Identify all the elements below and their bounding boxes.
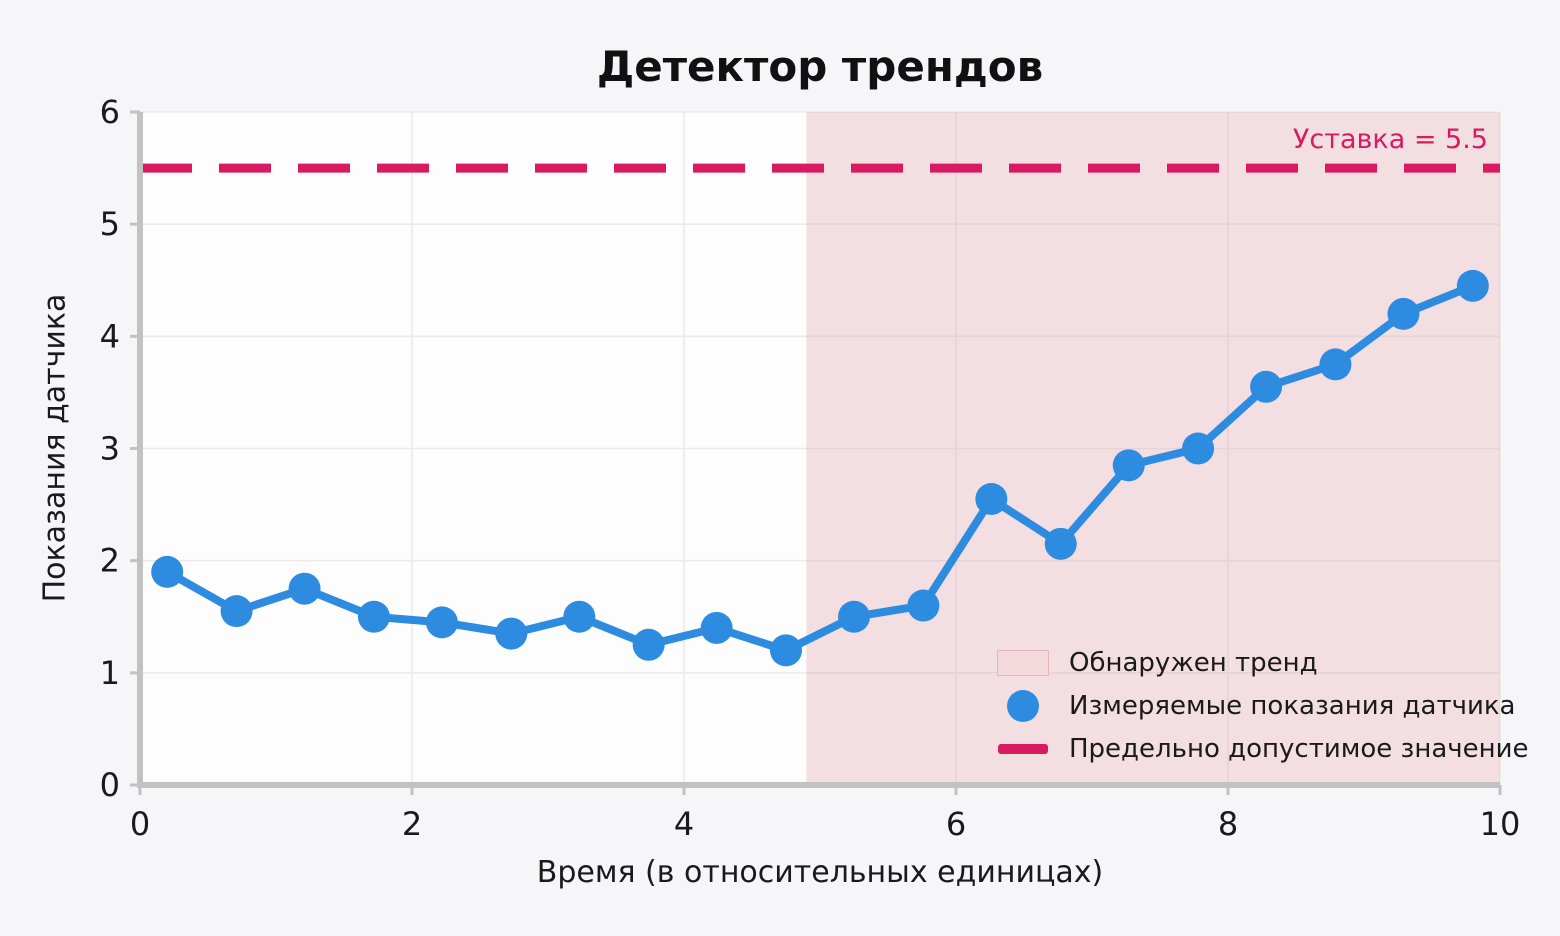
svg-text:6: 6 [100, 93, 120, 131]
svg-text:4: 4 [674, 805, 694, 843]
legend-label: Измеряемые показания датчика [1069, 691, 1516, 721]
x-axis-label: Время (в относительных единицах) [536, 855, 1104, 890]
y-axis-label: Показания датчика [37, 293, 73, 603]
legend-item-trend-region: Обнаружен тренд [995, 648, 1529, 678]
svg-text:5: 5 [100, 205, 120, 243]
svg-text:0: 0 [100, 766, 120, 804]
svg-text:0: 0 [130, 805, 150, 843]
threshold-dash-icon [995, 744, 1051, 754]
chart-title: Детектор трендов [596, 42, 1044, 91]
threshold-label: Уставка = 5.5 [1292, 124, 1488, 155]
legend-label: Обнаружен тренд [1069, 648, 1318, 678]
legend: Обнаружен тренд Измеряемые показания дат… [995, 648, 1529, 764]
legend-item-threshold: Предельно допустимое значение [995, 734, 1529, 764]
svg-text:10: 10 [1480, 805, 1521, 843]
sensor-marker-icon [995, 690, 1051, 722]
svg-text:3: 3 [100, 430, 120, 468]
legend-item-sensor-readings: Измеряемые показания датчика [995, 690, 1529, 722]
svg-text:6: 6 [946, 805, 966, 843]
svg-text:2: 2 [100, 542, 120, 580]
svg-text:8: 8 [1218, 805, 1238, 843]
trend-region-patch-icon [995, 650, 1051, 676]
svg-text:2: 2 [402, 805, 422, 843]
svg-text:1: 1 [100, 654, 120, 692]
legend-label: Предельно допустимое значение [1069, 734, 1529, 764]
svg-text:4: 4 [100, 317, 120, 355]
